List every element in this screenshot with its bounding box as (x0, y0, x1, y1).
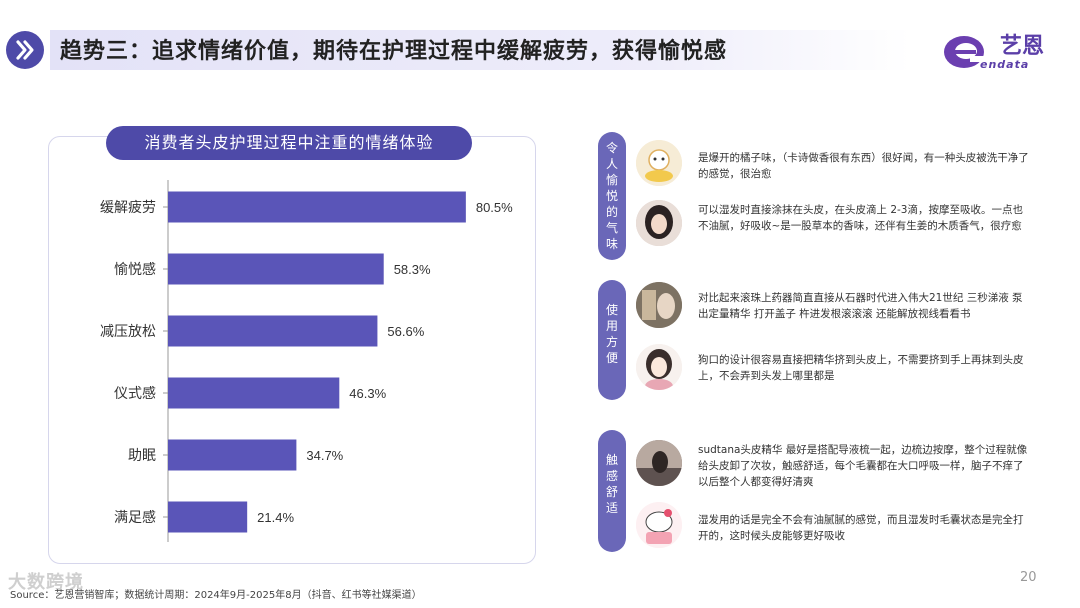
comment-text: 湿发用的话是完全不会有油腻腻的感觉，而且湿发时毛囊状态是完全打开的，这时候头皮能… (698, 514, 1024, 542)
logo-subtext: endata (980, 58, 1030, 71)
page-number: 20 (1020, 570, 1037, 585)
category-label: 仪式感 (114, 385, 156, 402)
watermark: 大数跨境 (8, 572, 84, 593)
section-pleasant-scent: 令人愉悦的气味 是爆开的橘子味，（卡诗做香很有东西）很好闻，有一种头皮被洗干净了… (598, 132, 1038, 262)
category-label: 减压放松 (100, 324, 156, 340)
bar (168, 439, 297, 471)
hello-kitty-avatar-icon (636, 502, 682, 548)
side-tag: 使用方便 (598, 280, 626, 400)
bar (168, 253, 384, 285)
value-label: 80.5% (476, 200, 513, 215)
comment-text: 狗口的设计很容易直接把精华挤到头皮上，不需要挤到手上再抹到头皮上，不会弄到头发上… (698, 354, 1024, 382)
page-title: 趋势三：追求情绪价值，期待在护理过程中缓解疲劳，获得愉悦感 (60, 39, 728, 64)
header: 趋势三：追求情绪价值，期待在护理过程中缓解疲劳，获得愉悦感 艺恩 endata (0, 0, 1080, 90)
bar-chart: 缓解疲劳 80.5% 愉悦感 58.3% 减压放松 56.6% 仪式感 46.3% 助眠 34.7… (100, 180, 513, 542)
value-label: 56.6% (387, 324, 424, 339)
section-easy-to-use: 使用方便 对比起来滚珠上药器简直直接从石器时代进入伟大21世纪 三秒涕液 泵出定… (598, 280, 1038, 410)
side-tag: 令人愉悦的气味 (598, 132, 626, 260)
value-label: 21.4% (257, 510, 294, 525)
title-band (50, 30, 910, 70)
side-tag-label: 使用方便 (605, 303, 618, 365)
value-label: 34.7% (306, 448, 343, 463)
chart-title: 消费者头皮护理过程中注重的情绪体验 (106, 126, 472, 160)
value-label: 58.3% (394, 262, 431, 277)
user-photo-avatar-icon (636, 282, 682, 328)
illustration-avatar-icon (636, 344, 682, 390)
category-label: 愉悦感 (114, 261, 156, 278)
side-tag: 触感舒适 (598, 430, 626, 552)
category-label: 满足感 (114, 509, 156, 526)
section-comfortable-feel: 触感舒适 sudtana头皮精华 最好是搭配导液梳一起，边梳边按摩，整个过程就像… (598, 430, 1038, 554)
category-label: 缓解疲劳 (100, 199, 156, 216)
category-label: 助眠 (128, 448, 156, 464)
side-tag-label: 令人愉悦的气味 (605, 141, 618, 251)
side-tag-label: 触感舒适 (605, 453, 618, 515)
user-photo-avatar-icon (636, 440, 682, 486)
bar (168, 315, 378, 347)
chevron-right-icon (6, 31, 44, 69)
user-photo-avatar-icon (636, 200, 682, 246)
value-label: 46.3% (349, 386, 386, 401)
source-note: Source：艺恩营销智库；数据统计周期：2024年9月-2025年8月（抖音、… (10, 590, 422, 601)
endata-logo-icon (940, 26, 1050, 76)
bar (168, 501, 248, 533)
bar (168, 191, 466, 223)
bar (168, 377, 340, 409)
logo-text: 艺恩 (1000, 34, 1045, 59)
comment-text: 是爆开的橘子味，（卡诗做香很有东西）很好闻，有一种头皮被洗干净了的感觉，很治愈 (698, 152, 1029, 180)
comment-text: 可以湿发时直接涂抹在头皮，在头皮滴上 2-3滴，按摩至吸收。一点也不油腻，好吸收… (698, 204, 1023, 232)
comment-text: sudtana头皮精华 最好是搭配导液梳一起，边梳边按摩，整个过程就像给头皮卸了… (698, 444, 1028, 488)
comment-text: 对比起来滚珠上药器简直直接从石器时代进入伟大21世纪 三秒涕液 泵出定量精华 打… (698, 292, 1023, 320)
cartoon-avatar-icon (636, 140, 682, 186)
